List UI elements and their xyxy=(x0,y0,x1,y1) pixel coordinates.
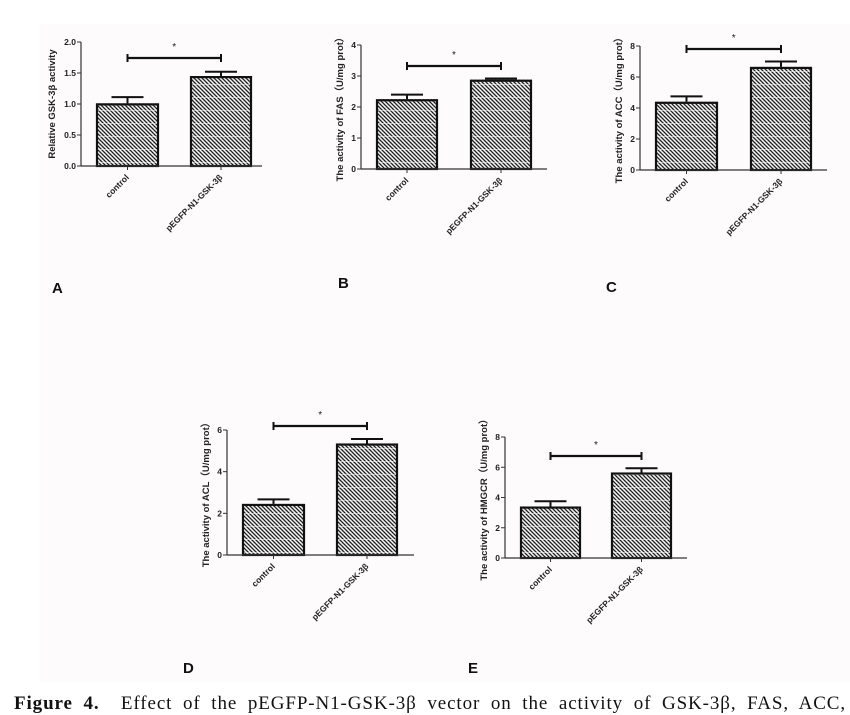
y-tick-label: 4 xyxy=(495,493,500,503)
panel-label-e: E xyxy=(468,660,479,677)
y-tick-label: 0.5 xyxy=(64,130,76,140)
panel-label-c: C xyxy=(606,279,617,296)
chart-panel-d: control pEGFP-N1-GSK-3β 0 2 4 6 The activity o… xyxy=(200,410,414,622)
x-tick-label: pEGFP-N1-GSK-3β xyxy=(724,176,785,237)
significance-marker: * xyxy=(594,440,598,451)
y-tick-label: 0 xyxy=(495,553,500,563)
figure-caption: Figure 4. Effect of the pEGFP-N1-GSK-3β … xyxy=(14,693,850,715)
x-tick-label: control xyxy=(526,564,553,591)
y-tick-label: 2 xyxy=(217,508,222,518)
y-tick-label: 2 xyxy=(351,102,356,112)
y-tick-label: 2 xyxy=(630,134,635,144)
x-tick-label: pEGFP-N1-GSK-3β xyxy=(164,172,225,233)
y-tick-label: 4 xyxy=(351,40,356,50)
y-tick-label: 1.0 xyxy=(64,99,76,109)
y-tick-label: 0 xyxy=(351,164,356,174)
panel-label-d: D xyxy=(183,660,194,677)
x-tick-label: pEGFP-N1-GSK-3β xyxy=(310,561,371,622)
x-tick-label: control xyxy=(662,176,689,203)
y-tick-label: 0.0 xyxy=(64,161,76,171)
x-tick-label: pEGFP-N1-GSK-3β xyxy=(444,175,505,236)
x-tick-label: pEGFP-N1-GSK-3β xyxy=(584,564,645,625)
significance-marker: * xyxy=(318,410,322,421)
significance-marker: * xyxy=(172,42,176,53)
y-tick-label: 1 xyxy=(351,133,356,143)
chart-panel-e: control pEGFP-N1-GSK-3β 0 2 4 6 8 The activity … xyxy=(478,414,687,625)
x-tick-label: control xyxy=(103,172,130,199)
chart-panel-c: control pEGFP-N1-GSK-3β 0 2 4 6 8 The activity … xyxy=(613,33,827,237)
y-tick-label: 2.0 xyxy=(64,37,76,47)
significance-marker: * xyxy=(452,50,456,61)
y-tick-label: 3 xyxy=(351,71,356,81)
y-axis-label: The activity of FAS（U/mg prot） xyxy=(334,33,346,182)
chart-panel-b: control pEGFP-N1-GSK-3β 0 1 2 3 4 The activity … xyxy=(334,33,547,236)
y-tick-label: 0 xyxy=(217,550,222,560)
significance-marker: * xyxy=(732,33,736,44)
y-axis-label: The activity of HMGCR（U/mg prot） xyxy=(478,414,490,580)
y-tick-label: 8 xyxy=(630,41,635,51)
y-axis-label: Relative GSK-3β activity xyxy=(47,49,58,159)
panel-label-a: A xyxy=(52,280,63,297)
y-tick-label: 4 xyxy=(630,103,635,113)
panel-label-b: B xyxy=(338,275,349,292)
y-tick-label: 6 xyxy=(630,72,635,82)
x-tick-label: control xyxy=(383,175,410,202)
y-axis-label: The activity of ACL（U/mg prot） xyxy=(200,418,212,568)
x-tick-label: control xyxy=(249,561,276,588)
y-tick-label: 6 xyxy=(495,462,500,472)
y-tick-label: 6 xyxy=(217,425,222,435)
caption-label: Figure 4. xyxy=(14,693,100,714)
y-tick-label: 4 xyxy=(217,467,222,477)
y-tick-label: 0 xyxy=(630,165,635,175)
y-axis-label: The activity of ACC（U/mg prot） xyxy=(613,33,625,184)
y-tick-label: 2 xyxy=(495,523,500,533)
y-tick-label: 1.5 xyxy=(64,68,76,78)
chart-panel-a: control pEGFP-N1-GSK-3β 0.0 0.5 1.0 1.5 2.0 Rel… xyxy=(47,37,262,233)
caption-text: Effect of the pEGFP-N1-GSK-3β vector on … xyxy=(120,693,850,714)
y-tick-label: 8 xyxy=(495,432,500,442)
